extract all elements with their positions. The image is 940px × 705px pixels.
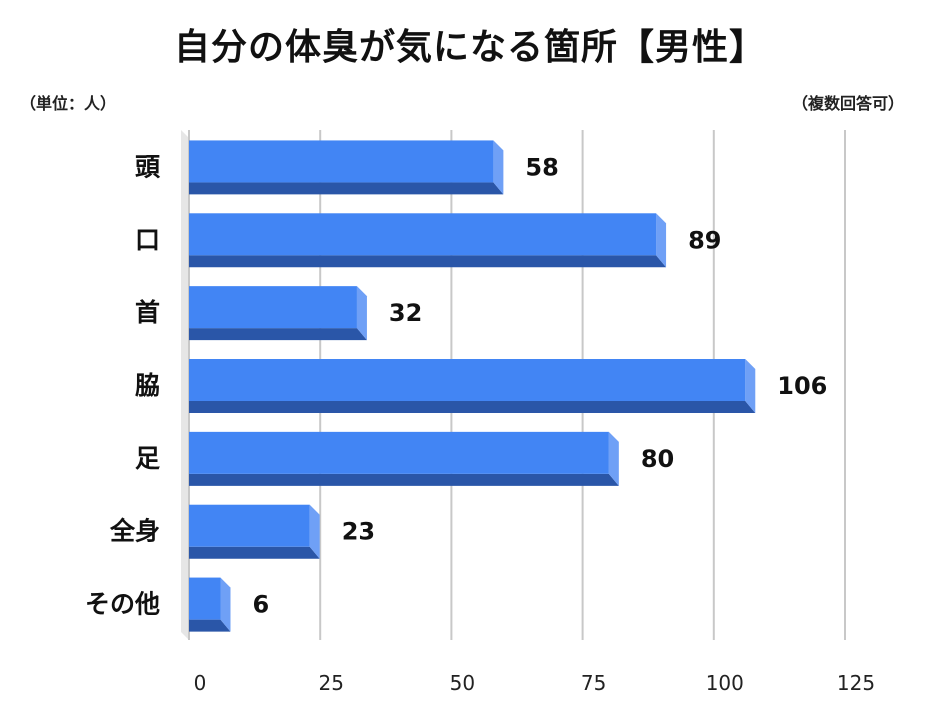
category-label: 頭 <box>135 152 161 181</box>
bar <box>189 140 494 183</box>
bar-depth-face <box>189 255 667 268</box>
category-label: 全身 <box>109 517 160 546</box>
bar-depth-face <box>189 619 231 632</box>
bar-side-face <box>493 140 504 195</box>
x-tick-label: 25 <box>318 671 343 695</box>
category-label: 口 <box>135 225 160 254</box>
bar-depth-face <box>189 328 367 341</box>
x-tick-label: 125 <box>837 671 875 695</box>
bar-side-face <box>656 213 667 268</box>
category-label: その他 <box>85 590 160 619</box>
data-label: 6 <box>252 591 269 619</box>
category-label: 首 <box>135 298 160 327</box>
bar-depth-face <box>189 546 320 559</box>
bar <box>189 286 357 329</box>
axis-wall <box>181 130 189 640</box>
bar-side-face <box>745 359 756 413</box>
bar-side-face <box>309 504 320 559</box>
category-label: 足 <box>135 444 160 473</box>
bar <box>189 577 221 620</box>
bar <box>189 213 657 256</box>
x-tick-label: 0 <box>194 671 207 695</box>
category-label: 脇 <box>135 371 160 400</box>
data-label: 89 <box>688 226 721 254</box>
unit-label: （単位：人） <box>20 94 117 113</box>
bar-depth-face <box>189 473 619 486</box>
data-label: 106 <box>777 372 827 400</box>
bar-side-face <box>220 577 231 632</box>
bar-side-face <box>356 286 367 341</box>
data-label: 32 <box>389 299 422 327</box>
bar-depth-face <box>189 401 756 413</box>
data-label: 58 <box>525 153 558 181</box>
bar <box>189 504 310 547</box>
x-tick-label: 100 <box>706 671 744 695</box>
bar-depth-face <box>189 182 504 195</box>
x-tick-label: 75 <box>581 671 606 695</box>
data-label: 80 <box>641 445 674 473</box>
bar <box>189 431 609 474</box>
data-label: 23 <box>342 518 375 546</box>
bar-side-face <box>608 431 619 486</box>
chart-title: 自分の体臭が気になる箇所【男性】 <box>173 27 766 68</box>
bar <box>189 359 746 401</box>
x-tick-label: 50 <box>450 671 475 695</box>
multiple-answer-note: （複数回答可） <box>791 94 904 113</box>
